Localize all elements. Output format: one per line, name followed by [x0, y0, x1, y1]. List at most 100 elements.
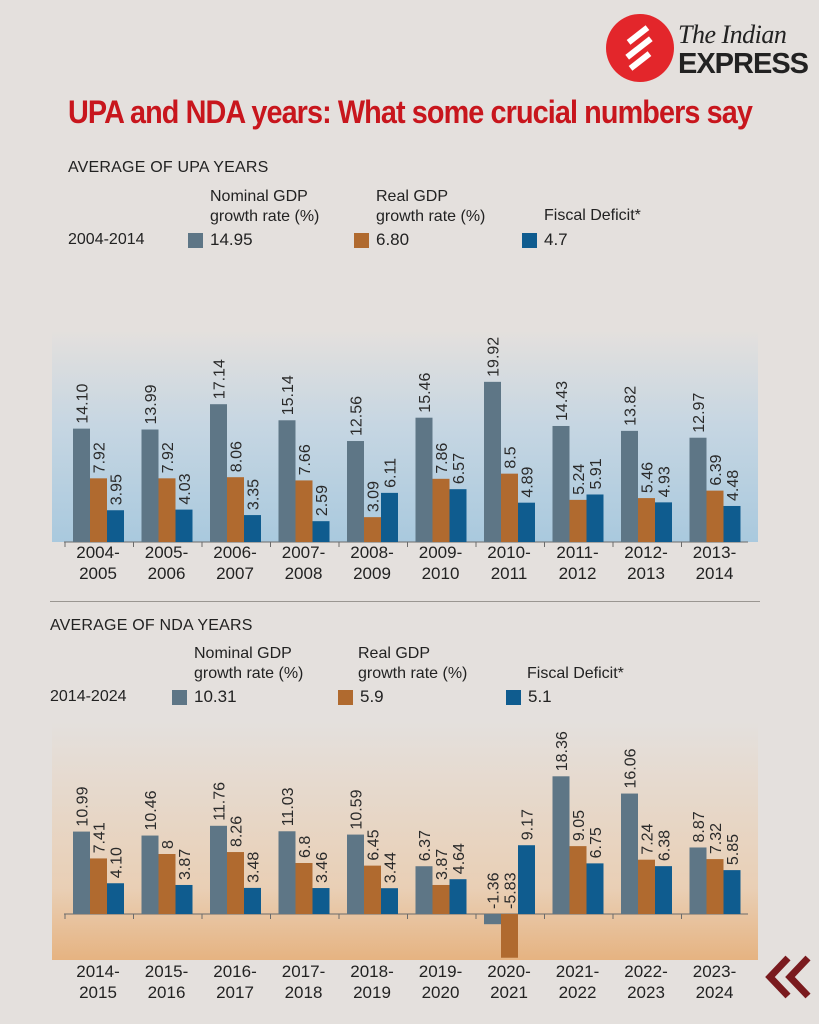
nda-chart-bar-fiscal: [586, 863, 604, 914]
upa-legend-real-value: 6.80: [376, 230, 410, 249]
nda-chart-value-label-nominal: 11.03: [280, 787, 297, 826]
upa-chart-value-label-real: 7.66: [297, 444, 314, 475]
nda-chart-value-label-fiscal: 5.85: [725, 834, 742, 865]
nda-chart-category-label: 2017: [216, 983, 254, 1002]
upa-chart-bar-fiscal: [586, 494, 604, 542]
nda-legend-real-label: Real GDP growth rate (%): [358, 645, 468, 682]
nda-chart-value-label-real: 6.8: [297, 836, 314, 858]
nda-chart-bar-fiscal: [449, 879, 467, 914]
upa-chart-bar-real: [364, 517, 381, 542]
nda-legend-fiscal-label: Fiscal Deficit*: [527, 665, 624, 682]
nda-chart-value-label-fiscal: 3.44: [383, 852, 400, 883]
upa-chart-bar-fiscal: [175, 509, 193, 542]
upa-chart-category-label: 2010: [422, 564, 460, 583]
nda-chart-bar-real: [227, 852, 244, 914]
upa-chart-category-label: 2005: [79, 564, 117, 583]
upa-chart-category-label: 2012-: [624, 543, 667, 562]
nda-chart-bar-fiscal: [381, 888, 398, 914]
nda-chart-category-label: 2022: [559, 983, 597, 1002]
upa-chart-category-label: 2005-: [145, 543, 188, 562]
upa-legend-fiscal-label: Fiscal Deficit*: [544, 207, 641, 224]
upa-chart-value-label-fiscal: 3.35: [246, 479, 263, 510]
nda-chart-category-label: 2021-: [556, 962, 599, 981]
nda-chart-category-label: 2020-: [487, 962, 530, 981]
nda-chart-bar-real: [501, 914, 518, 958]
nda-legend-fiscal-swatch: [506, 690, 521, 705]
upa-legend-real-swatch: [354, 233, 369, 248]
upa-legend-real-label: Real GDP growth rate (%): [376, 188, 486, 225]
nda-chart-bar-real: [158, 854, 176, 914]
nda-chart-value-label-real: 9.05: [571, 810, 588, 841]
nda-chart-value-label-nominal: -1.36: [486, 872, 503, 909]
nda-chart-bar-fiscal: [107, 883, 124, 914]
nda-chart-category-label: 2015: [79, 983, 117, 1002]
upa-chart-value-label-real: 7.86: [434, 443, 451, 474]
nda-chart-category-label: 2014-: [76, 962, 119, 981]
nda-chart-value-label-nominal: 10.59: [349, 789, 366, 829]
nda-chart-value-label-fiscal: 9.17: [520, 809, 537, 840]
upa-chart-category-label: 2008: [285, 564, 323, 583]
nda-legend-nominal-label: Nominal GDP growth rate (%): [194, 645, 304, 682]
nda-chart-value-label-real: 7.24: [640, 823, 657, 854]
upa-chart-category-label: 2007-: [282, 543, 325, 562]
nda-chart-value-label-fiscal: 4.64: [451, 843, 468, 874]
upa-chart-value-label-nominal: 13.82: [623, 386, 640, 426]
upa-chart-bar-fiscal: [312, 521, 330, 542]
upa-chart-bar-real: [638, 498, 655, 542]
upa-chart-bar-fiscal: [107, 510, 124, 542]
upa-chart-value-label-nominal: 12.56: [349, 396, 366, 436]
nda-period: 2014-2024: [50, 688, 127, 705]
nda-section-title: AVERAGE OF NDA YEARS: [50, 617, 253, 634]
nda-chart-bar-real: [569, 846, 587, 914]
nda-chart-value-label-real: 8.26: [229, 816, 246, 847]
nda-chart-bar-real: [432, 884, 450, 914]
upa-chart-category-label: 2010-: [487, 543, 530, 562]
upa-chart-bar-nominal: [552, 425, 570, 542]
upa-chart-bar-nominal: [73, 428, 90, 542]
upa-chart-value-label-real: 8.5: [503, 446, 520, 468]
nda-chart-value-label-nominal: 18.36: [554, 731, 571, 771]
nda-chart-bar-fiscal: [518, 845, 535, 914]
upa-chart-bar-fiscal: [244, 515, 261, 542]
nda-chart-value-label-fiscal: 6.38: [657, 830, 674, 861]
upa-chart-bar-real: [569, 499, 587, 542]
nda-chart-category-label: 2017-: [282, 962, 325, 981]
nda-chart-value-label-real: 8: [160, 840, 177, 849]
upa-chart-category-label: 2009-: [419, 543, 462, 562]
upa-chart-category-label: 2012: [559, 564, 597, 583]
brand-name-line1: The Indian: [678, 20, 787, 49]
nda-chart-bar-nominal: [73, 831, 90, 914]
nda-plot-background: [52, 722, 758, 960]
nda-chart-category-label: 2024: [696, 983, 734, 1002]
upa-legend-fiscal-value: 4.7: [544, 230, 568, 249]
upa-chart-bar-real: [227, 477, 244, 542]
nda-chart-category-label: 2023: [627, 983, 665, 1002]
upa-chart-value-label-real: 5.46: [640, 462, 657, 493]
upa-chart-bar-fiscal: [381, 492, 398, 542]
upa-chart-bar-nominal: [415, 417, 433, 542]
nda-chart-bar-real: [90, 858, 107, 914]
upa-chart-value-label-fiscal: 2.59: [314, 485, 331, 516]
upa-chart-value-label-nominal: 14.43: [554, 381, 571, 421]
nda-chart-value-label-nominal: 11.76: [212, 782, 229, 821]
upa-period: 2004-2014: [68, 231, 145, 248]
nda-chart-value-label-nominal: 10.99: [75, 786, 92, 826]
nda-chart-category-label: 2021: [490, 983, 528, 1002]
upa-chart-category-label: 2008-: [350, 543, 393, 562]
nda-legend-nominal-swatch: [172, 690, 187, 705]
upa-chart-value-label-real: 5.24: [571, 464, 588, 495]
upa-chart-category-label: 2013-: [693, 543, 736, 562]
nda-chart-value-label-fiscal: 3.48: [246, 852, 263, 883]
upa-chart-value-label-nominal: 12.97: [691, 393, 708, 433]
upa-legend-nominal-label: Nominal GDP growth rate (%): [210, 188, 320, 225]
nda-chart-bar-nominal: [347, 834, 364, 914]
upa-chart-value-label-real: 8.06: [229, 441, 246, 472]
nda-chart-bar-nominal: [278, 831, 296, 914]
nda-chart-value-label-nominal: 16.06: [623, 748, 640, 788]
upa-chart-bar-real: [90, 478, 107, 542]
upa-legend-fiscal-swatch: [522, 233, 537, 248]
upa-chart-category-label: 2007: [216, 564, 254, 583]
upa-chart-bar-real: [158, 478, 176, 542]
nda-chart-value-label-fiscal: 6.75: [588, 827, 605, 858]
back-chevrons-icon[interactable]: [758, 952, 814, 1002]
